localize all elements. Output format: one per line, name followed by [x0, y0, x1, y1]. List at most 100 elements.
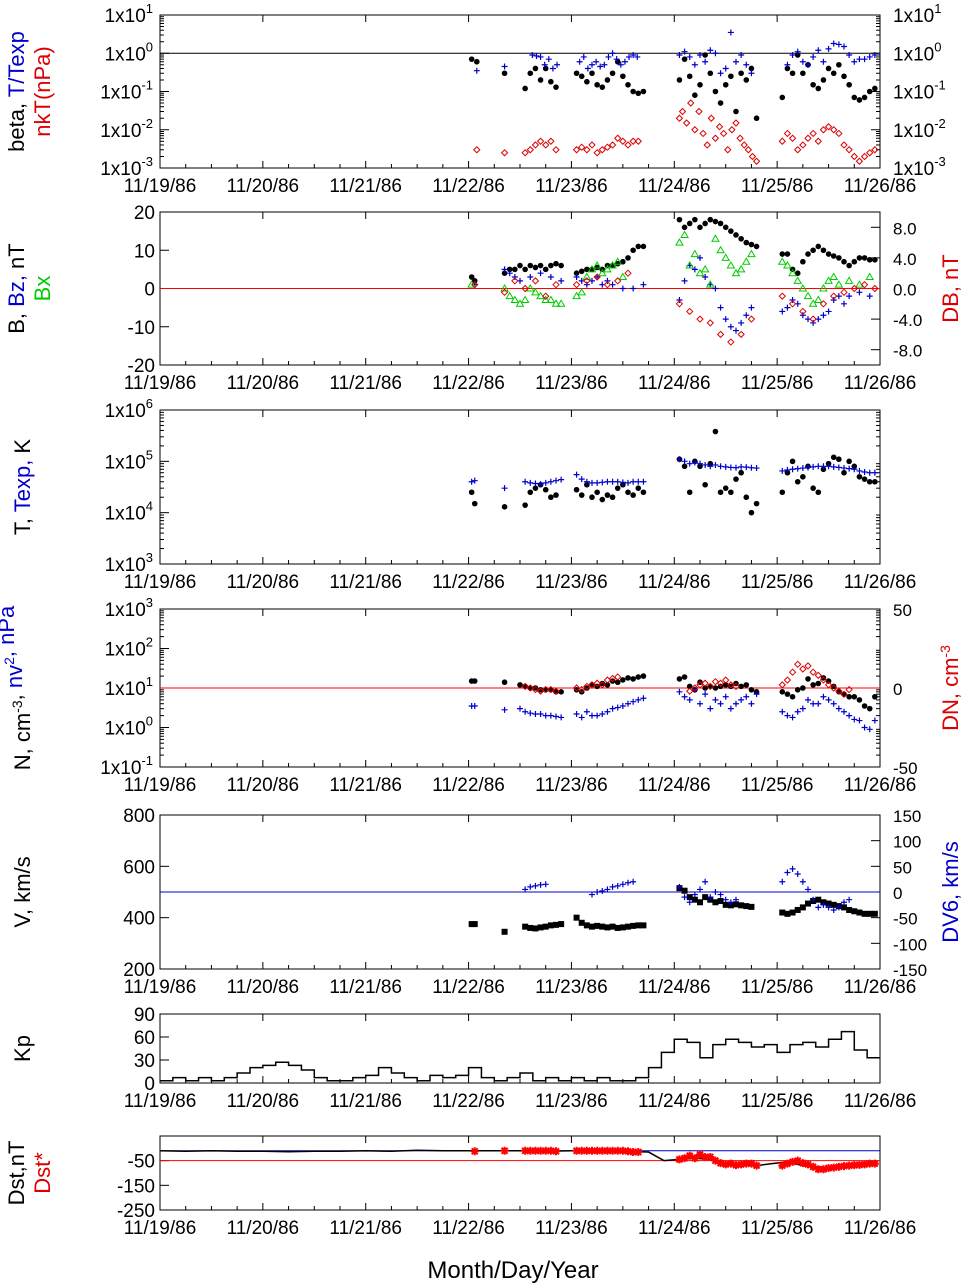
y-tick-label-right: 50 — [893, 601, 912, 620]
data-point — [716, 245, 725, 254]
data-point — [861, 255, 868, 261]
data-point — [866, 88, 873, 95]
data-point — [686, 220, 693, 227]
data-point — [819, 676, 828, 684]
data-point — [599, 84, 606, 90]
data-point — [747, 249, 756, 258]
data-point — [609, 50, 616, 57]
data-point — [676, 688, 683, 695]
x-axis-label: Month/Day/Year — [427, 1257, 598, 1284]
data-point — [727, 29, 734, 36]
data-point — [871, 910, 878, 917]
data-point — [810, 682, 816, 688]
data-point — [542, 479, 549, 486]
data-point — [731, 268, 741, 277]
data-point — [577, 1146, 586, 1155]
data-point — [471, 278, 478, 284]
data-point — [738, 683, 744, 690]
data-point — [686, 894, 693, 901]
data-point — [593, 679, 601, 687]
data-point — [552, 280, 560, 289]
data-point — [726, 261, 736, 269]
data-point — [783, 1159, 792, 1168]
data-point — [468, 56, 475, 62]
data-point — [783, 676, 792, 684]
data-point — [471, 703, 478, 710]
x-tick-label: 11/26/86 — [844, 176, 917, 197]
data-point — [614, 277, 622, 285]
data-point — [788, 300, 797, 308]
data-point — [593, 273, 601, 281]
data-point — [542, 685, 550, 694]
data-point — [779, 467, 786, 474]
data-point — [547, 274, 554, 281]
data-point — [506, 266, 513, 273]
data-point — [697, 224, 703, 231]
data-point — [825, 308, 832, 315]
data-point — [686, 73, 693, 80]
data-point — [799, 307, 807, 316]
data-point — [686, 696, 693, 703]
data-point — [558, 689, 564, 695]
data-point — [813, 295, 823, 303]
data-point — [846, 712, 853, 719]
data-point — [553, 477, 559, 484]
data-point — [866, 478, 873, 485]
data-point — [835, 129, 843, 138]
data-point — [603, 264, 612, 273]
data-point — [835, 41, 842, 48]
panel-density: 1x103 1x102 1x101 1x100 1x10-1 50 0 -50 11/19/86… — [0, 595, 963, 796]
y-tick-label: 0 — [144, 1074, 155, 1095]
data-point — [722, 896, 729, 903]
data-point — [733, 327, 739, 334]
data-point — [527, 262, 534, 269]
data-point — [789, 714, 796, 721]
data-point — [474, 58, 480, 65]
x-tick-label: 11/22/86 — [432, 775, 505, 796]
data-point — [748, 509, 755, 516]
data-point — [589, 712, 595, 719]
data-point — [738, 52, 745, 59]
data-point — [722, 65, 729, 72]
series-star — [470, 1146, 879, 1174]
data-point — [521, 1146, 530, 1155]
data-point — [619, 479, 626, 486]
data-point — [506, 270, 513, 277]
plot-frame — [159, 409, 881, 565]
data-point — [635, 696, 642, 703]
data-point — [609, 883, 616, 890]
y-tick-label: -20 — [128, 356, 155, 377]
data-point — [850, 1161, 859, 1170]
data-point — [696, 315, 704, 323]
data-point — [856, 97, 863, 103]
data-point — [707, 683, 714, 690]
data-point — [531, 277, 540, 285]
data-point — [825, 463, 832, 470]
data-point — [753, 691, 760, 698]
data-point — [594, 479, 601, 486]
x-tick-label: 11/25/86 — [741, 176, 814, 197]
data-point — [794, 270, 801, 277]
data-point — [748, 65, 755, 72]
data-point — [500, 1146, 509, 1155]
data-point — [743, 61, 750, 68]
data-point — [830, 292, 838, 300]
data-point — [732, 1161, 740, 1170]
series-dot — [468, 52, 878, 122]
data-point — [748, 70, 755, 77]
data-point — [582, 1146, 591, 1155]
data-point — [572, 1146, 581, 1155]
data-point — [470, 1147, 479, 1156]
data-point — [532, 925, 539, 932]
data-point — [521, 682, 529, 691]
y-axis-label: beta, T/Texp — [4, 31, 29, 152]
y-tick-label-right: 0.0 — [893, 281, 917, 300]
data-point — [515, 299, 525, 307]
x-tick-label: 11/26/86 — [844, 775, 917, 796]
data-point — [809, 129, 817, 138]
data-point — [635, 90, 642, 97]
data-point — [819, 126, 828, 134]
data-point — [702, 461, 709, 468]
series-square — [468, 885, 878, 935]
data-point — [778, 1161, 787, 1170]
